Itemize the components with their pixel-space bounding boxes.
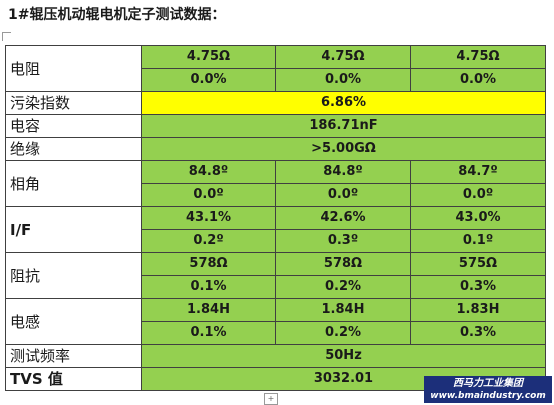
phase-angle-deviation-2: 0.0º — [275, 183, 411, 207]
table-row-i-f: I/F 43.1% 42.6% 43.0% — [5, 206, 546, 253]
inductance-value-1: 1.84H — [141, 298, 276, 322]
impedance-value-2: 578Ω — [275, 252, 411, 276]
i-f-value-3: 43.0% — [410, 206, 546, 230]
impedance-value-3: 575Ω — [410, 252, 546, 276]
table-row-inductance: 电感 1.84H 1.84H 1.83H — [5, 298, 546, 345]
add-row-handle[interactable]: + — [264, 393, 278, 405]
row-label-test-frequency: 测试频率 — [5, 344, 142, 368]
stator-test-table: 电阻 4.75Ω 4.75Ω 4.75Ω 0.0% 0.0% 0.0% 污染指数… — [5, 45, 546, 391]
resistance-value-3: 4.75Ω — [410, 45, 546, 69]
table-row-insulation: 绝缘 >5.00GΩ — [5, 137, 546, 161]
insulation-value: >5.00GΩ — [141, 137, 546, 161]
i-f-value-2: 42.6% — [275, 206, 411, 230]
inductance-deviation-1: 0.1% — [141, 321, 276, 345]
i-f-deviation-1: 0.2º — [141, 229, 276, 253]
company-watermark: 西马力工业集团 www.bmaindustry.com — [424, 376, 552, 403]
inductance-value-2: 1.84H — [275, 298, 411, 322]
row-label-insulation: 绝缘 — [5, 137, 142, 161]
resistance-deviation-1: 0.0% — [141, 68, 276, 92]
impedance-deviation-3: 0.3% — [410, 275, 546, 299]
table-select-handle[interactable] — [2, 32, 11, 41]
table-row-resistance-deviation: 0.0% 0.0% 0.0% — [6, 68, 546, 92]
table-row-tvs: TVS 值 3032.01 — [5, 367, 546, 391]
table-row-impedance: 阻抗 578Ω 578Ω 575Ω — [5, 252, 546, 299]
i-f-deviation-3: 0.1º — [410, 229, 546, 253]
watermark-url: www.bmaindustry.com — [430, 391, 546, 401]
phase-angle-value-2: 84.8º — [275, 160, 411, 184]
table-row-impedance-deviation: 0.1% 0.2% 0.3% — [6, 275, 546, 299]
resistance-value-1: 4.75Ω — [141, 45, 276, 69]
table-row-test-frequency: 测试频率 50Hz — [5, 344, 546, 368]
resistance-deviation-2: 0.0% — [275, 68, 411, 92]
table-row-pollution: 污染指数 6.86% — [5, 91, 546, 115]
phase-angle-deviation-3: 0.0º — [410, 183, 546, 207]
impedance-deviation-2: 0.2% — [275, 275, 411, 299]
table-row-inductance-deviation: 0.1% 0.2% 0.3% — [6, 321, 546, 345]
phase-angle-value-1: 84.8º — [141, 160, 276, 184]
row-label-pollution: 污染指数 — [5, 91, 142, 115]
row-label-phase-angle: 相角 — [5, 160, 142, 207]
pollution-value: 6.86% — [141, 91, 546, 115]
test-frequency-value: 50Hz — [141, 344, 546, 368]
watermark-company: 西马力工业集团 — [453, 378, 523, 389]
row-label-resistance: 电阻 — [5, 45, 142, 92]
resistance-deviation-3: 0.0% — [410, 68, 546, 92]
capacitance-value: 186.71nF — [141, 114, 546, 138]
i-f-deviation-2: 0.3º — [275, 229, 411, 253]
resistance-value-2: 4.75Ω — [275, 45, 411, 69]
row-label-capacitance: 电容 — [5, 114, 142, 138]
inductance-deviation-2: 0.2% — [275, 321, 411, 345]
inductance-value-3: 1.83H — [410, 298, 546, 322]
phase-angle-value-3: 84.7º — [410, 160, 546, 184]
impedance-deviation-1: 0.1% — [141, 275, 276, 299]
row-label-inductance: 电感 — [5, 298, 142, 345]
table-row-resistance: 电阻 4.75Ω 4.75Ω 4.75Ω — [5, 45, 546, 92]
row-label-i-f: I/F — [5, 206, 142, 253]
row-label-impedance: 阻抗 — [5, 252, 142, 299]
i-f-value-1: 43.1% — [141, 206, 276, 230]
page-title: 1#辊压机动辊电机定子测试数据： — [8, 7, 226, 23]
phase-angle-deviation-1: 0.0º — [141, 183, 276, 207]
impedance-value-1: 578Ω — [141, 252, 276, 276]
table-row-i-f-deviation: 0.2º 0.3º 0.1º — [6, 229, 546, 253]
table-row-capacitance: 电容 186.71nF — [5, 114, 546, 138]
row-label-tvs: TVS 值 — [5, 367, 142, 391]
table-row-phase-angle: 相角 84.8º 84.8º 84.7º — [5, 160, 546, 207]
inductance-deviation-3: 0.3% — [410, 321, 546, 345]
